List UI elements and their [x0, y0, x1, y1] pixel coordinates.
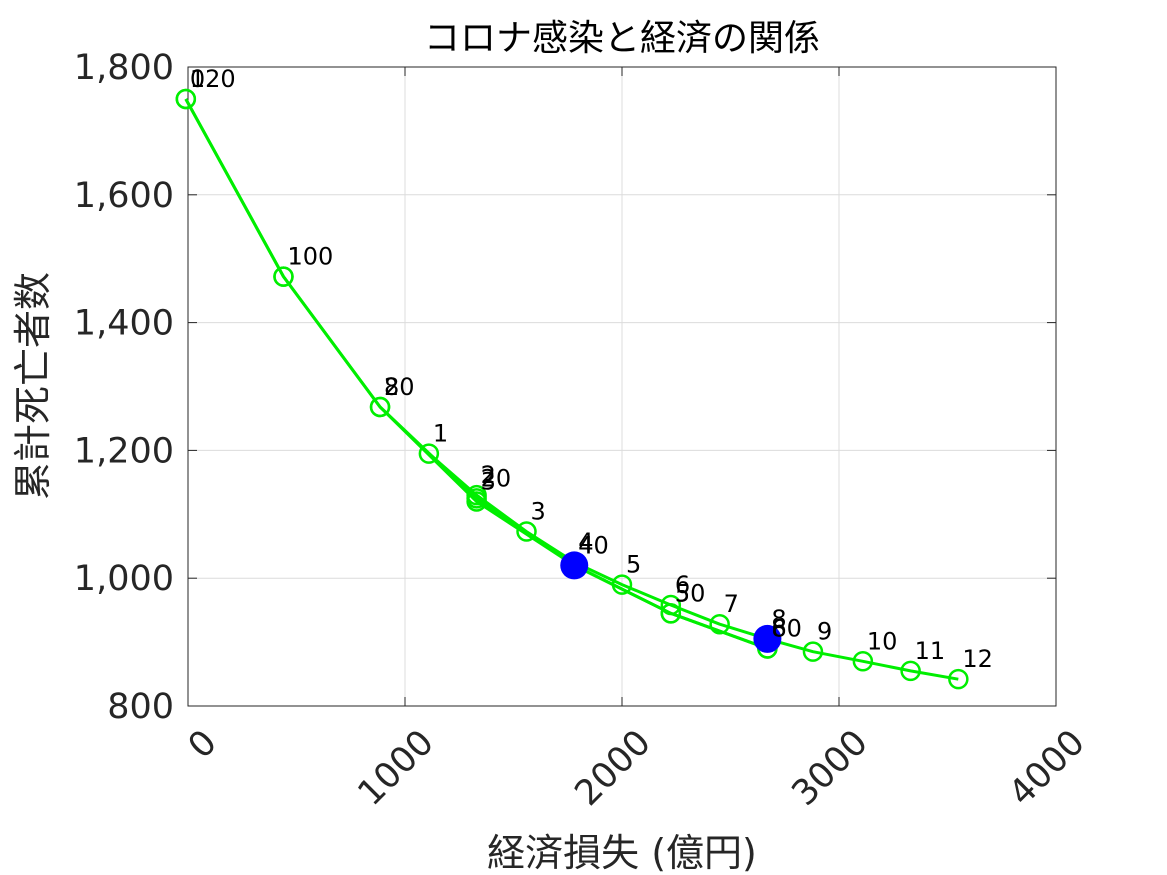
data-point [709, 613, 730, 635]
data-label: 3 [531, 498, 546, 526]
data-point [611, 574, 633, 595]
x-tick-label: 2000 [568, 723, 659, 814]
data-point [466, 484, 487, 506]
data-label: 10 [867, 627, 898, 655]
data-label: 50 [675, 579, 706, 607]
data-point [802, 641, 824, 662]
y-tick-label: 1,600 [74, 176, 174, 216]
data-point [273, 266, 294, 287]
data-label: 1 [287, 243, 302, 271]
y-tick-labels: 800 1,000 1,200 1,400 1,600 1,800 [74, 48, 174, 727]
data-point [175, 88, 197, 110]
data-label: 80 [771, 614, 802, 642]
data-point [852, 651, 874, 672]
y-tick-label: 1,400 [74, 304, 174, 344]
x-axis-label: 経済損失 (億円) [487, 831, 757, 875]
data-label: 2 [481, 461, 496, 489]
x-tick-labels: 0 1000 2000 3000 4000 [181, 723, 1093, 814]
data-point [948, 668, 969, 690]
x-tick-label: 3000 [785, 723, 876, 814]
data-label: 6 [771, 614, 786, 642]
data-label: 80 [384, 373, 415, 401]
data-point [369, 396, 391, 418]
data-label: 2 [384, 373, 399, 401]
y-tick-label: 1,800 [74, 48, 174, 88]
data-point [660, 603, 682, 624]
data-label: 0 [190, 65, 205, 93]
data-label: 11 [915, 637, 946, 665]
chart-title: コロナ感染と経済の関係 [424, 18, 820, 59]
data-label: 40 [578, 531, 609, 559]
data-label: 6 [675, 571, 690, 599]
data-label: 4 [578, 531, 593, 559]
y-axis-label: 累計死亡者数 [11, 272, 55, 500]
data-point [900, 660, 921, 682]
tick-layer [187, 66, 1057, 707]
data-label: 9 [817, 618, 832, 646]
data-point [516, 521, 537, 542]
y-tick-label: 1,200 [74, 431, 174, 471]
data-label: 120 [190, 65, 236, 93]
data-label: 20 [481, 464, 512, 492]
data-label: 12 [962, 645, 993, 673]
x-tick-label: 0 [181, 723, 225, 767]
data-label: 5 [675, 579, 690, 607]
highlighted-point [560, 551, 589, 580]
highlighted-point [753, 624, 782, 653]
data-label: 100 [287, 243, 333, 271]
data-label: 5 [626, 551, 641, 579]
y-tick-label: 1,000 [74, 559, 174, 599]
data-point [418, 443, 440, 464]
highlight-layer [560, 551, 782, 653]
data-label: 7 [724, 590, 739, 618]
x-tick-label: 4000 [1002, 723, 1093, 814]
y-tick-label: 800 [107, 687, 174, 727]
data-label: 1 [433, 420, 448, 448]
data-point [660, 594, 682, 616]
data-label: 3 [481, 468, 496, 496]
data-label: 8 [771, 605, 786, 633]
data-label: 4 [578, 528, 593, 556]
x-tick-label: 1000 [351, 723, 442, 814]
